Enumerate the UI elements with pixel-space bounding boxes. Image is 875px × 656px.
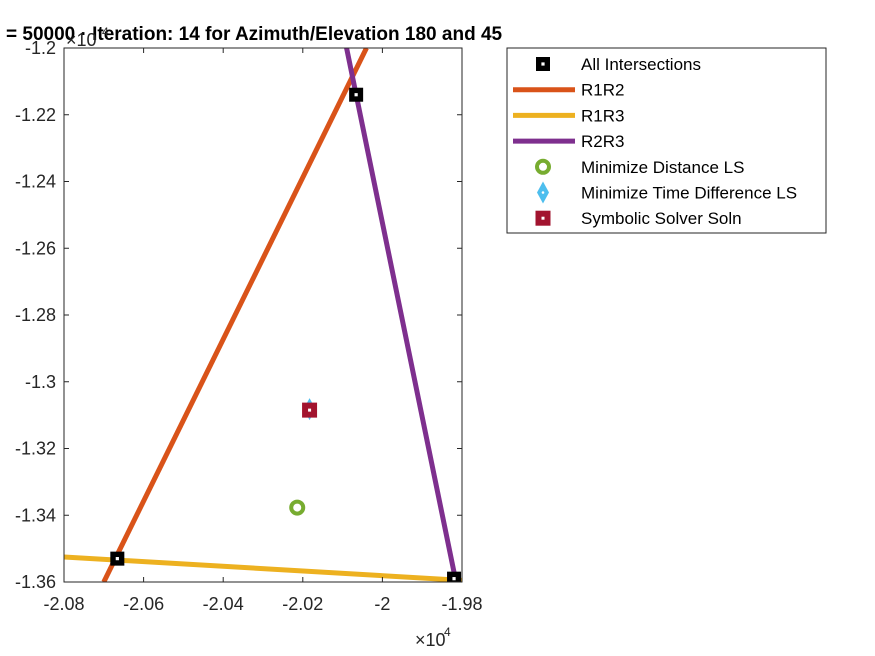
legend-label: R1R3: [581, 106, 624, 125]
series-line-r1r2: [101, 48, 369, 582]
legend-label: Minimize Time Difference LS: [581, 184, 797, 203]
y-tick-label: -1.28: [15, 305, 56, 325]
y-axis-multiplier: ×10 4: [66, 25, 109, 50]
legend-item: Minimize Time Difference LS: [537, 181, 797, 204]
x-axis-multiplier: ×10 4: [415, 625, 451, 650]
data-point: [447, 571, 462, 582]
legend-swatch: [535, 210, 551, 226]
legend-item: All Intersections: [536, 55, 701, 74]
y-multiplier-base: ×10: [66, 30, 97, 50]
series-symbolic-solver-soln: [302, 402, 318, 418]
y-tick-label: -1.22: [15, 105, 56, 125]
x-multiplier-exponent: 4: [444, 625, 451, 639]
legend-swatch: [536, 57, 550, 71]
y-tick-label: -1.24: [15, 172, 56, 192]
legend-label: Minimize Distance LS: [581, 158, 744, 177]
series-all-intersections: [110, 87, 462, 582]
data-point: [289, 499, 306, 516]
x-tick-label: -2.04: [203, 594, 244, 614]
y-tick-label: -1.34: [15, 505, 56, 525]
series-line-r1r3: [64, 554, 462, 582]
data-point: [349, 87, 364, 102]
legend-item: Symbolic Solver Soln: [535, 209, 742, 228]
series-minimize-distance-ls: [289, 499, 306, 516]
x-tick-label: -2.08: [43, 594, 84, 614]
data-point: [110, 551, 125, 566]
x-tick-label: -1.98: [441, 594, 482, 614]
legend-swatch: [535, 158, 551, 175]
legend-label: R2R3: [581, 132, 624, 151]
y-tick-label: -1.32: [15, 439, 56, 459]
x-tick-label: -2.02: [282, 594, 323, 614]
data-point: [302, 402, 318, 418]
series-line-r2r3: [344, 48, 459, 582]
legend: All Intersections R1R2 R1R3 R2R3 Minimize Di…: [506, 47, 827, 234]
x-tick-label: -2.06: [123, 594, 164, 614]
y-tick-label: -1.3: [25, 372, 56, 392]
chart-title: = 50000 · Iteration: 14 for Azimuth/Elev…: [6, 24, 503, 45]
x-tick-label: -2: [374, 594, 390, 614]
legend-label: R1R2: [581, 81, 624, 100]
legend-label: Symbolic Solver Soln: [581, 209, 742, 228]
legend-item: Minimize Distance LS: [535, 158, 744, 177]
plot-area: [64, 48, 462, 582]
y-tick-label: -1.36: [15, 572, 56, 592]
legend-item: R1R3: [513, 106, 624, 125]
x-multiplier-base: ×10: [415, 630, 446, 650]
y-tick-label: -1.26: [15, 238, 56, 258]
legend-item: R1R2: [513, 81, 624, 100]
legend-label: All Intersections: [581, 55, 701, 74]
legend-item: R2R3: [513, 132, 624, 151]
y-tick-label: -1.2: [25, 38, 56, 58]
axes-ticks: -2.08 -2.06 -2.04 -2.02 -2 -1.98 -1.2 -1.22 -1.2…: [15, 38, 483, 614]
legend-swatch: [537, 181, 549, 204]
y-multiplier-exponent: 4: [102, 25, 109, 39]
